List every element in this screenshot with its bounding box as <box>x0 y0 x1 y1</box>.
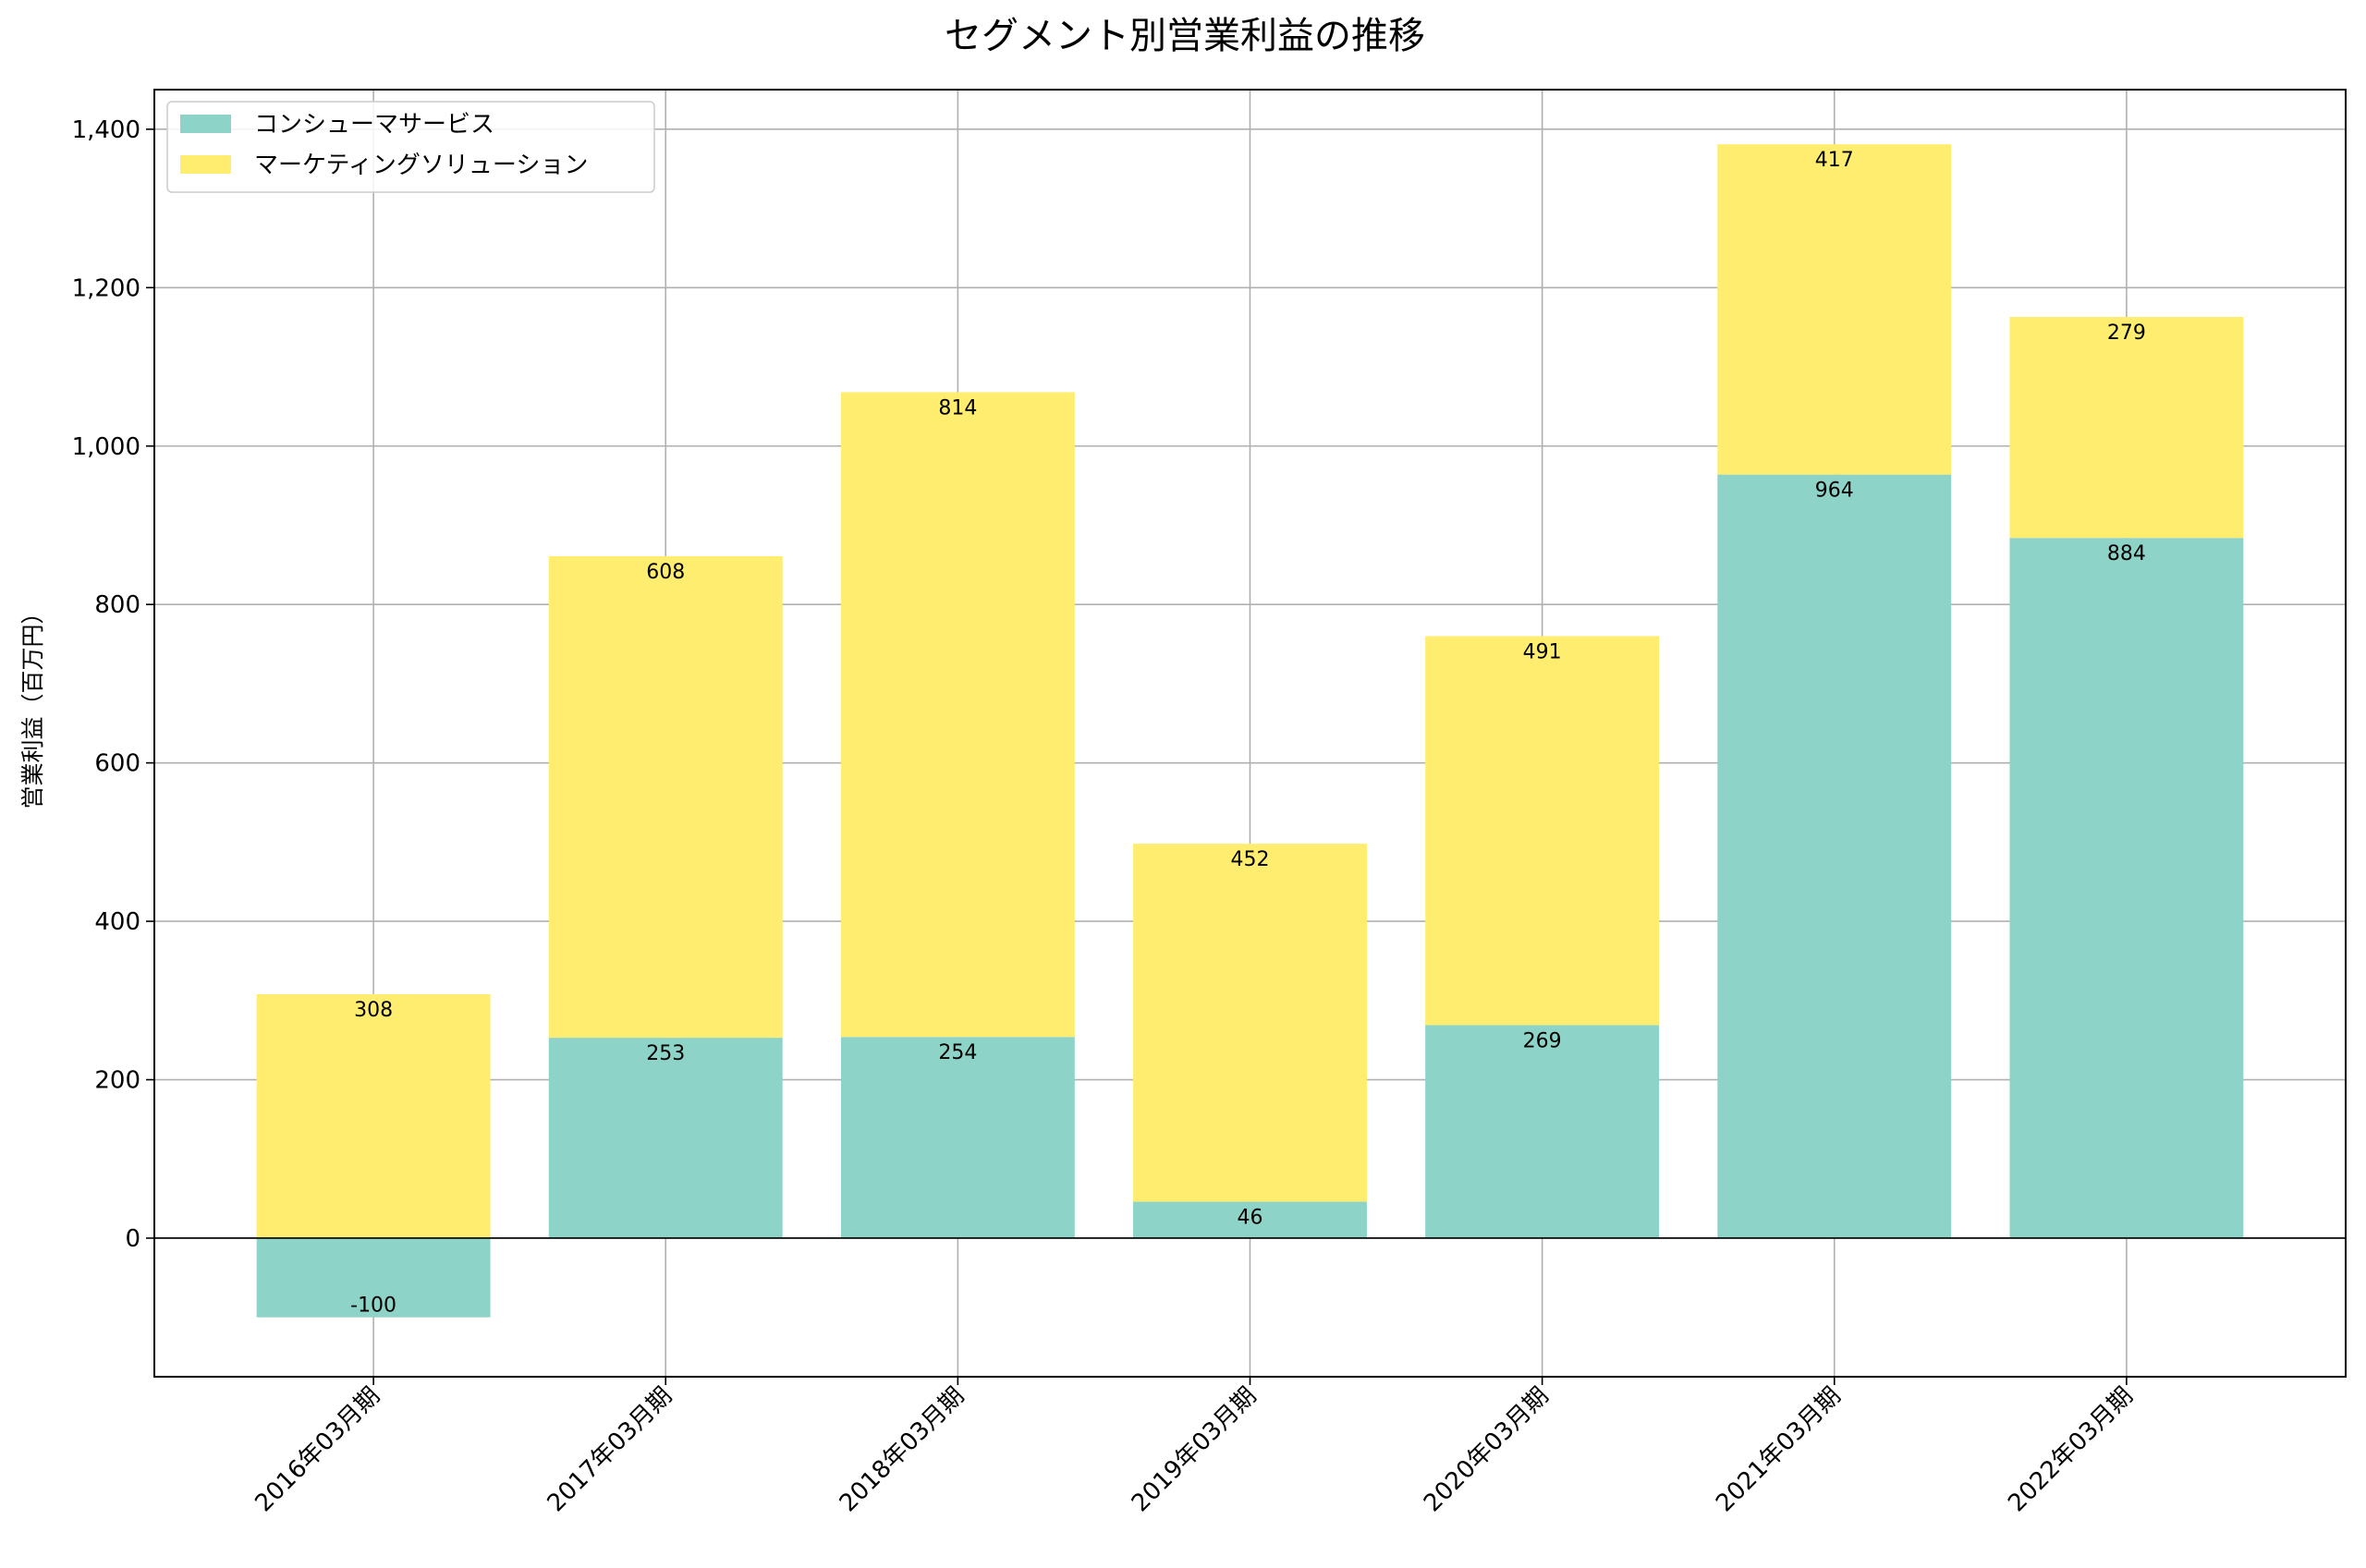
x-tick-label: 2018年03月期 <box>835 1382 970 1518</box>
bar-segment-consumer <box>256 1237 491 1318</box>
data-label: 253 <box>646 1042 685 1065</box>
y-tick-label: 600 <box>94 750 140 778</box>
data-labels-layer: -100 308 253 608 254 814 46 452 269 491 964 417 884 2… <box>350 149 2146 1318</box>
bar-segment-marketing <box>256 993 491 1238</box>
y-axis-label: 営業利益（百万円） <box>19 601 46 808</box>
bars-layer <box>256 144 2244 1318</box>
legend-box <box>166 101 655 193</box>
data-label: 964 <box>1815 480 1854 503</box>
y-tick-label: 800 <box>94 591 140 619</box>
data-label: 269 <box>1523 1029 1562 1052</box>
bar-segment-marketing <box>1425 636 1660 1026</box>
legend-swatch-marketing <box>180 155 231 174</box>
data-label: 46 <box>1238 1207 1263 1230</box>
bar-segment-marketing <box>2009 317 2244 539</box>
legend-label: マーケティングソリューション <box>254 152 588 179</box>
data-label: 491 <box>1523 640 1562 663</box>
y-tick-label: 200 <box>94 1067 140 1095</box>
x-tick-label: 2019年03月期 <box>1127 1382 1262 1518</box>
legend-label: コンシューマサービス <box>254 111 494 139</box>
data-label: 452 <box>1231 848 1270 871</box>
bar-segment-marketing <box>840 392 1075 1038</box>
bar-segment-consumer <box>840 1037 1075 1238</box>
data-label: 608 <box>646 561 685 584</box>
data-label: -100 <box>350 1295 396 1318</box>
x-tick-label: 2016年03月期 <box>250 1382 385 1518</box>
y-tick-label: 1,400 <box>72 116 140 144</box>
data-label: 814 <box>938 396 977 419</box>
data-label: 279 <box>2107 322 2146 345</box>
x-tick-label: 2022年03月期 <box>2003 1382 2139 1518</box>
x-tick-label: 2017年03月期 <box>543 1382 678 1518</box>
y-tick-label: 1,000 <box>72 433 140 461</box>
data-label: 254 <box>938 1041 977 1064</box>
data-label: 884 <box>2107 542 2146 565</box>
y-tick-label: 0 <box>125 1225 140 1253</box>
data-label: 308 <box>354 999 393 1022</box>
bar-segment-consumer <box>548 1038 783 1238</box>
bar-segment-consumer <box>1717 474 1952 1238</box>
data-label: 417 <box>1815 149 1854 172</box>
legend-swatch-consumer <box>180 115 231 133</box>
bar-segment-consumer <box>2009 538 2244 1238</box>
bar-segment-marketing <box>1133 844 1367 1202</box>
chart-title: セグメント別営業利益の推移 <box>945 15 1425 57</box>
bar-segment-marketing <box>548 555 783 1039</box>
bar-segment-consumer <box>1425 1025 1660 1238</box>
x-tick-label: 2020年03月期 <box>1419 1382 1555 1518</box>
x-tick-label: 2021年03月期 <box>1711 1382 1847 1518</box>
bar-segment-marketing <box>1717 144 1952 475</box>
y-tick-label: 1,200 <box>72 274 140 302</box>
y-tick-label: 400 <box>94 908 140 936</box>
bar-segment-consumer <box>1133 1201 1367 1238</box>
